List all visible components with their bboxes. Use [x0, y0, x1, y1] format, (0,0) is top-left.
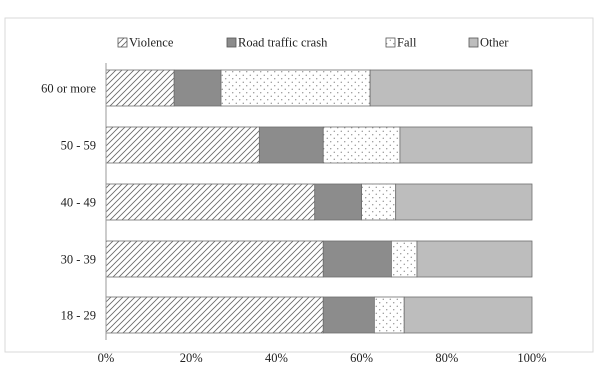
bar-violence-30-39	[105, 240, 324, 278]
bar-road-traffic-crash-60-or-more	[173, 69, 222, 107]
x-tick-label: 80%	[435, 351, 458, 365]
legend-swatch-fall	[385, 37, 396, 48]
x-tick-label: 20%	[180, 351, 203, 365]
category-label: 30 - 39	[61, 253, 96, 267]
x-tick-label: 0%	[98, 351, 115, 365]
category-label: 60 or more	[41, 82, 96, 96]
bar-violence-50-59	[105, 126, 260, 164]
bar-other-18-29	[403, 296, 533, 334]
bar-fall-50-59	[322, 126, 401, 164]
x-tick-label: 40%	[265, 351, 288, 365]
legend-label-fall: Fall	[397, 36, 417, 50]
legend-label-road-traffic-crash: Road traffic crash	[238, 36, 328, 50]
bar-violence-40-49	[105, 183, 316, 221]
bar-fall-18-29	[373, 296, 405, 334]
bar-other-40-49	[395, 183, 533, 221]
bar-fall-60-or-more	[220, 69, 371, 107]
x-tick-label: 60%	[350, 351, 373, 365]
legend: Violence Road traffic crash Fall Other	[117, 36, 509, 50]
bar-road-traffic-crash-18-29	[322, 296, 375, 334]
category-label: 18 - 29	[61, 309, 96, 323]
bar-other-50-59	[399, 126, 533, 164]
bar-other-30-39	[416, 240, 533, 278]
legend-label-other: Other	[480, 36, 509, 50]
bar-road-traffic-crash-50-59	[258, 126, 324, 164]
axes: 0% 20% 40% 60% 80% 100%	[98, 63, 547, 365]
legend-swatch-road-traffic-crash	[226, 37, 237, 48]
bar-fall-40-49	[361, 183, 397, 221]
bar-road-traffic-crash-40-49	[314, 183, 362, 221]
bar-road-traffic-crash-30-39	[322, 240, 392, 278]
bar-fall-30-39	[391, 240, 418, 278]
legend-label-violence: Violence	[129, 36, 174, 50]
x-tick-label: 100%	[517, 351, 546, 365]
bars: 60 or more 50 - 59 40 - 49 30 - 39 18 - 29	[41, 69, 533, 334]
legend-swatch-other	[468, 37, 479, 48]
category-label: 40 - 49	[61, 196, 96, 210]
bar-violence-60-or-more	[105, 69, 175, 107]
bar-other-60-or-more	[369, 69, 533, 107]
category-label: 50 - 59	[61, 139, 96, 153]
legend-swatch-violence	[117, 37, 128, 48]
bar-violence-18-29	[105, 296, 324, 334]
